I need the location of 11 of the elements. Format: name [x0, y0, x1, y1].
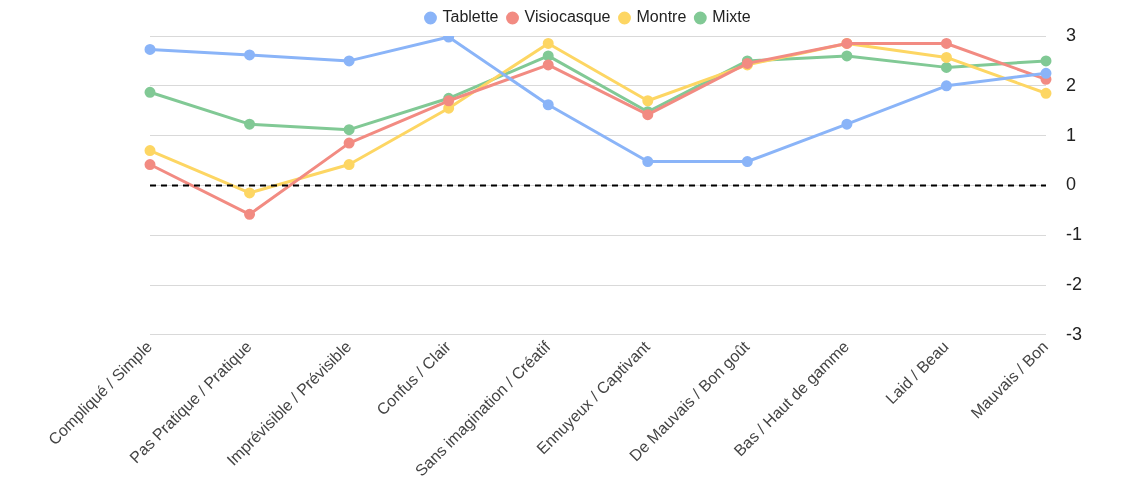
- y-tick-label: 1: [1066, 124, 1077, 145]
- y-tick-label: -3: [1066, 323, 1083, 344]
- legend-label: Visiocasque: [524, 8, 611, 26]
- legend-label: Mixte: [712, 8, 751, 26]
- y-tick-label: -1: [1066, 224, 1083, 245]
- y-tick-label: 0: [1066, 174, 1077, 195]
- legend-label: Montre: [636, 8, 687, 26]
- legend-label: Tablette: [442, 8, 499, 26]
- y-tick-label: -2: [1066, 274, 1083, 295]
- y-tick-label: 2: [1066, 74, 1077, 95]
- y-tick-label: 3: [1066, 24, 1077, 45]
